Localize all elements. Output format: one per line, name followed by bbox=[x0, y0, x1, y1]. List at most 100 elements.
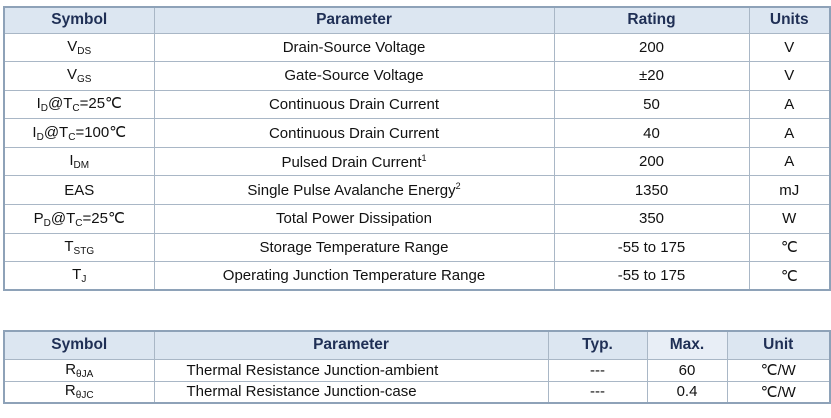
symbol-main: I bbox=[69, 152, 74, 170]
symbol-cell: IDM bbox=[3, 146, 155, 177]
parameter-header: Parameter bbox=[153, 6, 555, 34]
symbol-cell: RθJA bbox=[3, 358, 155, 382]
table-row: TSTG Storage Temperature Range -55 to 175 ℃ bbox=[3, 232, 831, 263]
symbol-tail-2: =25℃ bbox=[82, 209, 125, 227]
parameter-cell: Storage Temperature Range bbox=[153, 232, 555, 263]
unit-cell: ℃/W bbox=[726, 358, 831, 382]
footnote-marker: 2 bbox=[455, 181, 461, 192]
parameter-cell: Total Power Dissipation bbox=[153, 204, 555, 234]
parameter-text: Pulsed Drain Current bbox=[281, 153, 422, 171]
parameter-text: Total Power Dissipation bbox=[276, 210, 432, 228]
parameter-cell: Gate-Source Voltage bbox=[153, 61, 555, 91]
symbol-tail: @T bbox=[43, 124, 69, 142]
table-row: RθJA Thermal Resistance Junction-ambient -… bbox=[3, 358, 831, 382]
table-row: IDM Pulsed Drain Current1 200 A bbox=[3, 146, 831, 177]
parameter-cell: Continuous Drain Current bbox=[153, 89, 555, 120]
units-header: Units bbox=[748, 6, 831, 34]
rating-cell: 40 bbox=[553, 118, 750, 148]
parameter-text: Single Pulse Avalanche Energy bbox=[247, 182, 456, 200]
rating-cell: -55 to 175 bbox=[553, 232, 750, 263]
symbol-cell: TSTG bbox=[3, 232, 155, 263]
unit-header: Unit bbox=[726, 330, 831, 360]
parameter-text: Storage Temperature Range bbox=[259, 238, 449, 256]
parameter-cell: Single Pulse Avalanche Energy2 bbox=[153, 175, 555, 206]
footnote-marker: 1 bbox=[421, 152, 427, 163]
parameter-cell: Operating Junction Temperature Range bbox=[153, 261, 555, 291]
parameter-text: Drain-Source Voltage bbox=[282, 38, 426, 56]
absolute-ratings-table: Symbol Parameter Rating Units VDS Drain-S… bbox=[3, 6, 831, 292]
symbol-main: I bbox=[32, 124, 37, 142]
parameter-text: Gate-Source Voltage bbox=[284, 67, 424, 85]
typ-cell: --- bbox=[547, 380, 648, 404]
symbol-subscript-2: C bbox=[75, 217, 83, 229]
table-row: VDS Drain-Source Voltage 200 V bbox=[3, 32, 831, 63]
parameter-text: Continuous Drain Current bbox=[268, 124, 440, 142]
symbol-cell: ID@TC=100℃ bbox=[3, 118, 155, 148]
symbol-main: R bbox=[64, 382, 76, 400]
table-row: ID@TC=25℃ Continuous Drain Current 50 A bbox=[3, 89, 831, 120]
symbol-cell: TJ bbox=[3, 261, 155, 291]
rating-cell: 50 bbox=[553, 89, 750, 120]
unit-cell: mJ bbox=[748, 175, 831, 206]
header-row: Symbol Parameter Rating Units bbox=[3, 6, 831, 34]
symbol-tail-2: =100℃ bbox=[75, 124, 127, 142]
symbol-tail: @T bbox=[50, 209, 76, 227]
thermal-table: Symbol Parameter Typ. Max. Unit RθJA Ther… bbox=[3, 330, 831, 404]
rating-cell: 200 bbox=[553, 146, 750, 177]
unit-cell: A bbox=[748, 89, 831, 120]
rating-header: Rating bbox=[553, 6, 750, 34]
rating-cell: -55 to 175 bbox=[553, 261, 750, 291]
table-row: VGS Gate-Source Voltage ±20 V bbox=[3, 61, 831, 91]
max-cell: 0.4 bbox=[646, 380, 728, 404]
symbol-main: R bbox=[65, 360, 77, 378]
parameter-cell: Thermal Resistance Junction-ambient bbox=[153, 358, 549, 382]
parameter-cell: Continuous Drain Current bbox=[153, 118, 555, 148]
parameter-cell: Drain-Source Voltage bbox=[153, 32, 555, 63]
parameter-text: Continuous Drain Current bbox=[268, 95, 440, 113]
rating-cell: 1350 bbox=[553, 175, 750, 206]
symbol-cell: VGS bbox=[3, 61, 155, 91]
parameter-cell: Thermal Resistance Junction-case bbox=[153, 380, 549, 404]
symbol-subscript: D bbox=[40, 103, 48, 115]
symbol-main: V bbox=[67, 66, 78, 84]
symbol-header: Symbol bbox=[3, 6, 155, 34]
parameter-text: Operating Junction Temperature Range bbox=[222, 267, 486, 285]
symbol-cell: VDS bbox=[3, 32, 155, 63]
unit-cell: A bbox=[748, 118, 831, 148]
symbol-cell: RθJC bbox=[3, 380, 155, 404]
unit-cell: W bbox=[748, 204, 831, 234]
symbol-cell: PD@TC=25℃ bbox=[3, 204, 155, 234]
symbol-subscript: θJA bbox=[76, 368, 94, 380]
symbol-subscript: STG bbox=[73, 245, 95, 257]
rating-cell: 200 bbox=[553, 32, 750, 63]
symbol-cell: ID@TC=25℃ bbox=[3, 89, 155, 120]
unit-cell: A bbox=[748, 146, 831, 177]
symbol-subscript-2: C bbox=[72, 103, 80, 115]
symbol-subscript: DM bbox=[73, 160, 90, 172]
unit-cell: ℃ bbox=[748, 261, 831, 291]
header-row: Symbol Parameter Typ. Max. Unit bbox=[3, 330, 831, 360]
rating-cell: ±20 bbox=[553, 61, 750, 91]
typ-header: Typ. bbox=[547, 330, 648, 360]
parameter-header: Parameter bbox=[153, 330, 549, 360]
unit-cell: V bbox=[748, 32, 831, 63]
table-row: PD@TC=25℃ Total Power Dissipation 350 W bbox=[3, 204, 831, 234]
typ-cell: --- bbox=[547, 358, 648, 382]
table-row: ID@TC=100℃ Continuous Drain Current 40 A bbox=[3, 118, 831, 148]
symbol-subscript: D bbox=[43, 217, 51, 229]
symbol-cell: EAS bbox=[3, 175, 155, 206]
symbol-subscript: J bbox=[81, 274, 87, 286]
symbol-tail-2: =25℃ bbox=[79, 95, 122, 113]
table-row: RθJC Thermal Resistance Junction-case --- 0… bbox=[3, 380, 831, 404]
symbol-header: Symbol bbox=[3, 330, 155, 360]
symbol-subscript: GS bbox=[77, 74, 92, 86]
unit-cell: ℃/W bbox=[726, 380, 831, 404]
symbol-main: T bbox=[72, 266, 82, 284]
rating-cell: 350 bbox=[553, 204, 750, 234]
symbol-subscript: D bbox=[36, 132, 44, 144]
max-cell: 60 bbox=[646, 358, 728, 382]
symbol-subscript-2: C bbox=[68, 132, 76, 144]
symbol-subscript: θJC bbox=[75, 390, 94, 402]
symbol-main: EAS bbox=[64, 181, 95, 199]
unit-cell: V bbox=[748, 61, 831, 91]
